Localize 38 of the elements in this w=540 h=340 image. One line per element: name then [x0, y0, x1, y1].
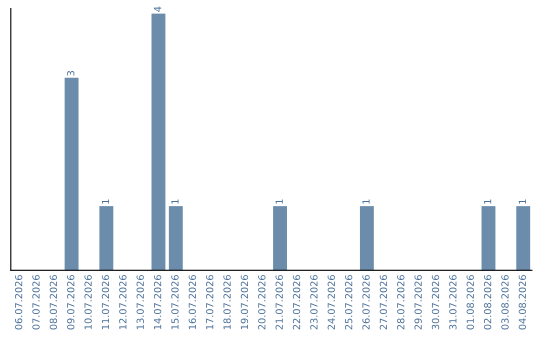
x-tick-label: 07.07.2026: [32, 275, 40, 330]
x-tick-label: 25.07.2026: [344, 275, 352, 330]
data-label: 1: [362, 199, 370, 204]
x-tick-label: 03.08.2026: [501, 275, 509, 330]
x-tick-label: 24.07.2026: [328, 275, 335, 330]
x-tick-label: 31.07.2026: [449, 275, 457, 330]
data-label: 1: [276, 199, 283, 204]
data-label: 1: [102, 199, 110, 204]
x-tick-label: 13.07.2026: [136, 275, 144, 330]
x-tick-label: 20.07.2026: [258, 275, 266, 330]
x-tick-label: 16.07.2026: [188, 275, 196, 330]
x-tick-label: 01.08.2026: [466, 275, 474, 330]
x-tick-label: 17.07.2026: [206, 275, 214, 330]
data-label: 1: [518, 199, 526, 204]
x-tick-label: 14.07.2026: [154, 275, 162, 330]
x-tick-label: 18.07.2026: [223, 275, 231, 330]
x-tick-label: 06.07.2026: [14, 275, 22, 330]
x-tick-label: 22.07.2026: [292, 275, 300, 330]
x-tick-label: 21.07.2026: [276, 275, 283, 330]
x-tick-label: 15.07.2026: [171, 275, 179, 330]
x-tick-label: 08.07.2026: [50, 275, 58, 330]
x-tick-label: 29.07.2026: [414, 275, 422, 330]
data-label: 1: [171, 199, 178, 204]
x-tick-label: 23.07.2026: [310, 275, 318, 330]
data-label: 1: [484, 199, 492, 204]
data-label: 4: [154, 6, 162, 12]
x-tick-label: 30.07.2026: [432, 275, 440, 330]
x-tick-label: 04.08.2026: [518, 275, 526, 330]
x-tick-label: 27.07.2026: [380, 275, 388, 330]
x-tick-label: 26.07.2026: [362, 275, 370, 330]
data-label: 3: [67, 71, 74, 76]
x-tick-label: 11.07.2026: [102, 275, 110, 330]
x-tick-label: 19.07.2026: [240, 275, 248, 330]
x-tick-label: 28.07.2026: [397, 275, 404, 330]
x-tick-label: 02.08.2026: [484, 275, 492, 330]
x-tick-label: 12.07.2026: [119, 275, 127, 330]
x-tick-label: 09.07.2026: [67, 275, 74, 330]
x-tick-label: 10.07.2026: [84, 275, 92, 330]
